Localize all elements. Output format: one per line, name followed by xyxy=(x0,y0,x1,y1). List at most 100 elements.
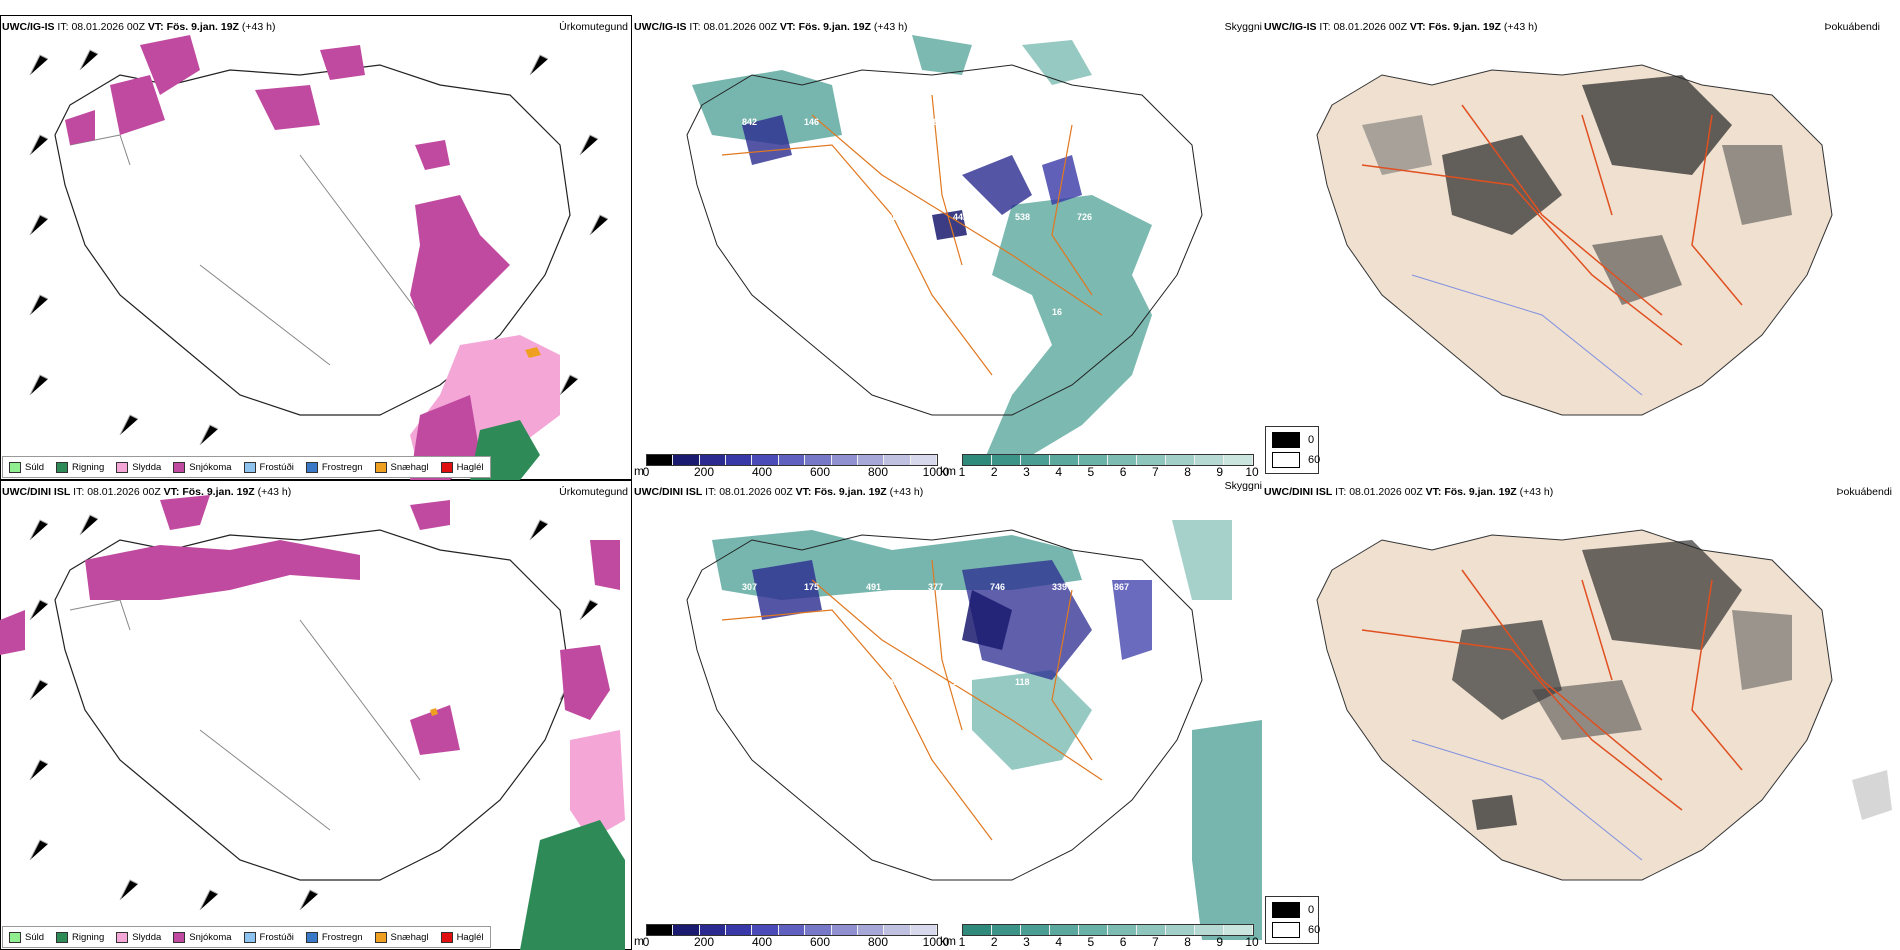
colorbar-bin xyxy=(910,455,937,465)
colorbar-bin xyxy=(699,455,727,465)
colorbar-strip xyxy=(962,454,1254,466)
legend-item: Rigning xyxy=(56,461,104,473)
legend-swatch xyxy=(305,931,318,943)
legend-swatch xyxy=(243,461,256,473)
colorbar-tick: 2 xyxy=(990,935,998,949)
colorbar-bin xyxy=(1224,455,1253,465)
model-name: UWC/IG-IS xyxy=(2,21,55,33)
colorbar-bin xyxy=(1050,925,1079,935)
colorbar-unit: m xyxy=(634,464,644,478)
visibility-value-label: 842 xyxy=(742,117,757,127)
fog-legend: 0 60 xyxy=(1265,896,1320,944)
legend-item: Slydda xyxy=(116,931,161,943)
visibility-panel-row1: 842 146 28 282 53 530 119 101 84 109 442 538 726 485 3… xyxy=(632,15,1262,480)
colorbar-tick: 4 xyxy=(1055,935,1062,949)
colorbar-tick: 6 xyxy=(1119,935,1127,949)
colorbar-unit: m xyxy=(634,934,644,948)
visibility-value-label: 53 xyxy=(990,117,1000,127)
legend-swatch xyxy=(173,931,186,943)
colorbar-tick: 1000 xyxy=(922,935,950,949)
visibility-value-label: 530 xyxy=(1052,117,1067,127)
panel-header: UWC/IG-IS IT: 08.01.2026 00Z VT: Fös. 9.… xyxy=(1264,21,1538,33)
fog-legend-row: 60 xyxy=(1272,922,1320,938)
colorbar-bin xyxy=(778,925,806,935)
colorbar-bin xyxy=(778,455,806,465)
colorbar-bin xyxy=(963,925,992,935)
colorbar-bin xyxy=(1108,455,1137,465)
visibility-labels: 307 175 491 377 746 339 867 770 252 969 123 118 133 2… xyxy=(742,582,1154,782)
colorbar-bin xyxy=(752,455,779,465)
colorbar-tick: 800 xyxy=(867,465,889,479)
visibility-colorbar: km 1 2 3 4 5 6 7 8 9 10 xyxy=(940,924,1259,949)
legend-item: Slydda xyxy=(116,461,161,473)
visibility-value-label: 118 xyxy=(1015,677,1030,687)
legend-item: Frostúði xyxy=(243,931,294,943)
model-name: UWC/DINI ISL xyxy=(634,486,703,498)
visibility-value-label: 538 xyxy=(1015,212,1030,222)
visibility-value-label: 21 xyxy=(990,307,1000,317)
colorbar-bin xyxy=(992,925,1021,935)
model-name: UWC/IG-IS xyxy=(634,21,687,33)
visibility-value-label: 442 xyxy=(953,212,968,222)
valid-time: Fös. 9.jan. 19Z xyxy=(166,21,239,33)
colorbar-tick: 0 xyxy=(642,465,650,479)
lead-time: (+43 h) xyxy=(257,486,292,498)
colorbar-tick: 1 xyxy=(958,465,966,479)
init-time: 08.01.2026 00Z xyxy=(87,486,161,498)
fog-legend-row: 0 xyxy=(1272,902,1314,918)
legend-swatch xyxy=(440,461,453,473)
model-name: UWC/IG-IS xyxy=(1264,21,1317,33)
lead-time: (+43 h) xyxy=(1503,21,1538,33)
visibility-map-row2: 307 175 491 377 746 339 867 770 252 969 123 118 133 2… xyxy=(686,520,1262,940)
fog-swatch-light xyxy=(1272,452,1300,468)
visibility-value-label: 770 xyxy=(767,677,782,687)
colorbar-strip xyxy=(646,924,938,936)
colorbar-tick: 9 xyxy=(1216,935,1224,949)
colorbar-bin xyxy=(1166,455,1195,465)
fog-legend-row: 0 xyxy=(1272,432,1314,448)
fog-legend-row: 60 xyxy=(1272,452,1320,468)
colorbar-bin xyxy=(963,455,992,465)
colorbar-bin xyxy=(726,925,753,935)
visibility-value-label: 186 xyxy=(804,772,819,782)
legend-swatch xyxy=(173,461,186,473)
precip-legend: Súld Rigning Slydda Snjókoma Frostúði Fr… xyxy=(2,926,491,948)
legend-swatch xyxy=(374,931,387,943)
visibility-value-label: 867 xyxy=(1114,582,1129,592)
fog-map-row1 xyxy=(1316,64,1833,416)
valid-time: Fös. 9.jan. 19Z xyxy=(182,486,255,498)
ceiling-colorbar: m 0 200 400 600 800 1000 xyxy=(634,454,949,479)
colorbar-tick: 4 xyxy=(1055,465,1062,479)
colorbar-bin xyxy=(1108,925,1137,935)
panel-header: UWC/DINI ISL IT: 08.01.2026 00Z VT: Fös.… xyxy=(1264,486,1554,498)
visibility-labels: 842 146 28 282 53 530 119 101 84 109 442 538 726 485 3… xyxy=(742,117,1154,317)
valid-time: Fös. 9.jan. 19Z xyxy=(814,486,887,498)
panel-title: Þokuábendi xyxy=(1836,486,1892,498)
fog-panel-row2: UWC/DINI ISL IT: 08.01.2026 00Z VT: Fös.… xyxy=(1262,480,1900,950)
visibility-value-label: 175 xyxy=(804,582,819,592)
colorbar-tick: 9 xyxy=(1216,465,1224,479)
visibility-value-label: 16 xyxy=(1052,307,1062,317)
colorbar-tick: 8 xyxy=(1184,465,1191,479)
visibility-value-label: 84 xyxy=(829,212,839,222)
panel-header: UWC/IG-IS IT: 08.01.2026 00Z VT: Fös. 9.… xyxy=(634,21,908,33)
init-time: 08.01.2026 00Z xyxy=(1349,486,1423,498)
panel-title: Úrkomutegund xyxy=(559,486,628,498)
precip-type-panel-row2: UWC/DINI ISL IT: 08.01.2026 00Z VT: Fös.… xyxy=(0,480,632,950)
panel-header: UWC/IG-IS IT: 08.01.2026 00Z VT: Fös. 9.… xyxy=(2,21,276,33)
colorbar-bin xyxy=(1021,455,1050,465)
colorbar-bin xyxy=(647,925,674,935)
fog-swatch-dark xyxy=(1272,432,1300,448)
colorbar-tick: 3 xyxy=(1023,465,1030,479)
colorbar-bin xyxy=(673,925,700,935)
visibility-panel-row2: 307 175 491 377 746 339 867 770 252 969 123 118 133 2… xyxy=(632,480,1262,950)
colorbar-strip xyxy=(962,924,1254,936)
colorbar-bin xyxy=(752,925,779,935)
legend-swatch xyxy=(374,461,387,473)
visibility-value-label: 377 xyxy=(928,582,943,592)
visibility-value-label: 188 xyxy=(1052,772,1067,782)
legend-swatch xyxy=(116,931,129,943)
visibility-value-label: 339 xyxy=(1052,582,1067,592)
colorbar-strip xyxy=(646,454,938,466)
legend-swatch xyxy=(305,461,318,473)
